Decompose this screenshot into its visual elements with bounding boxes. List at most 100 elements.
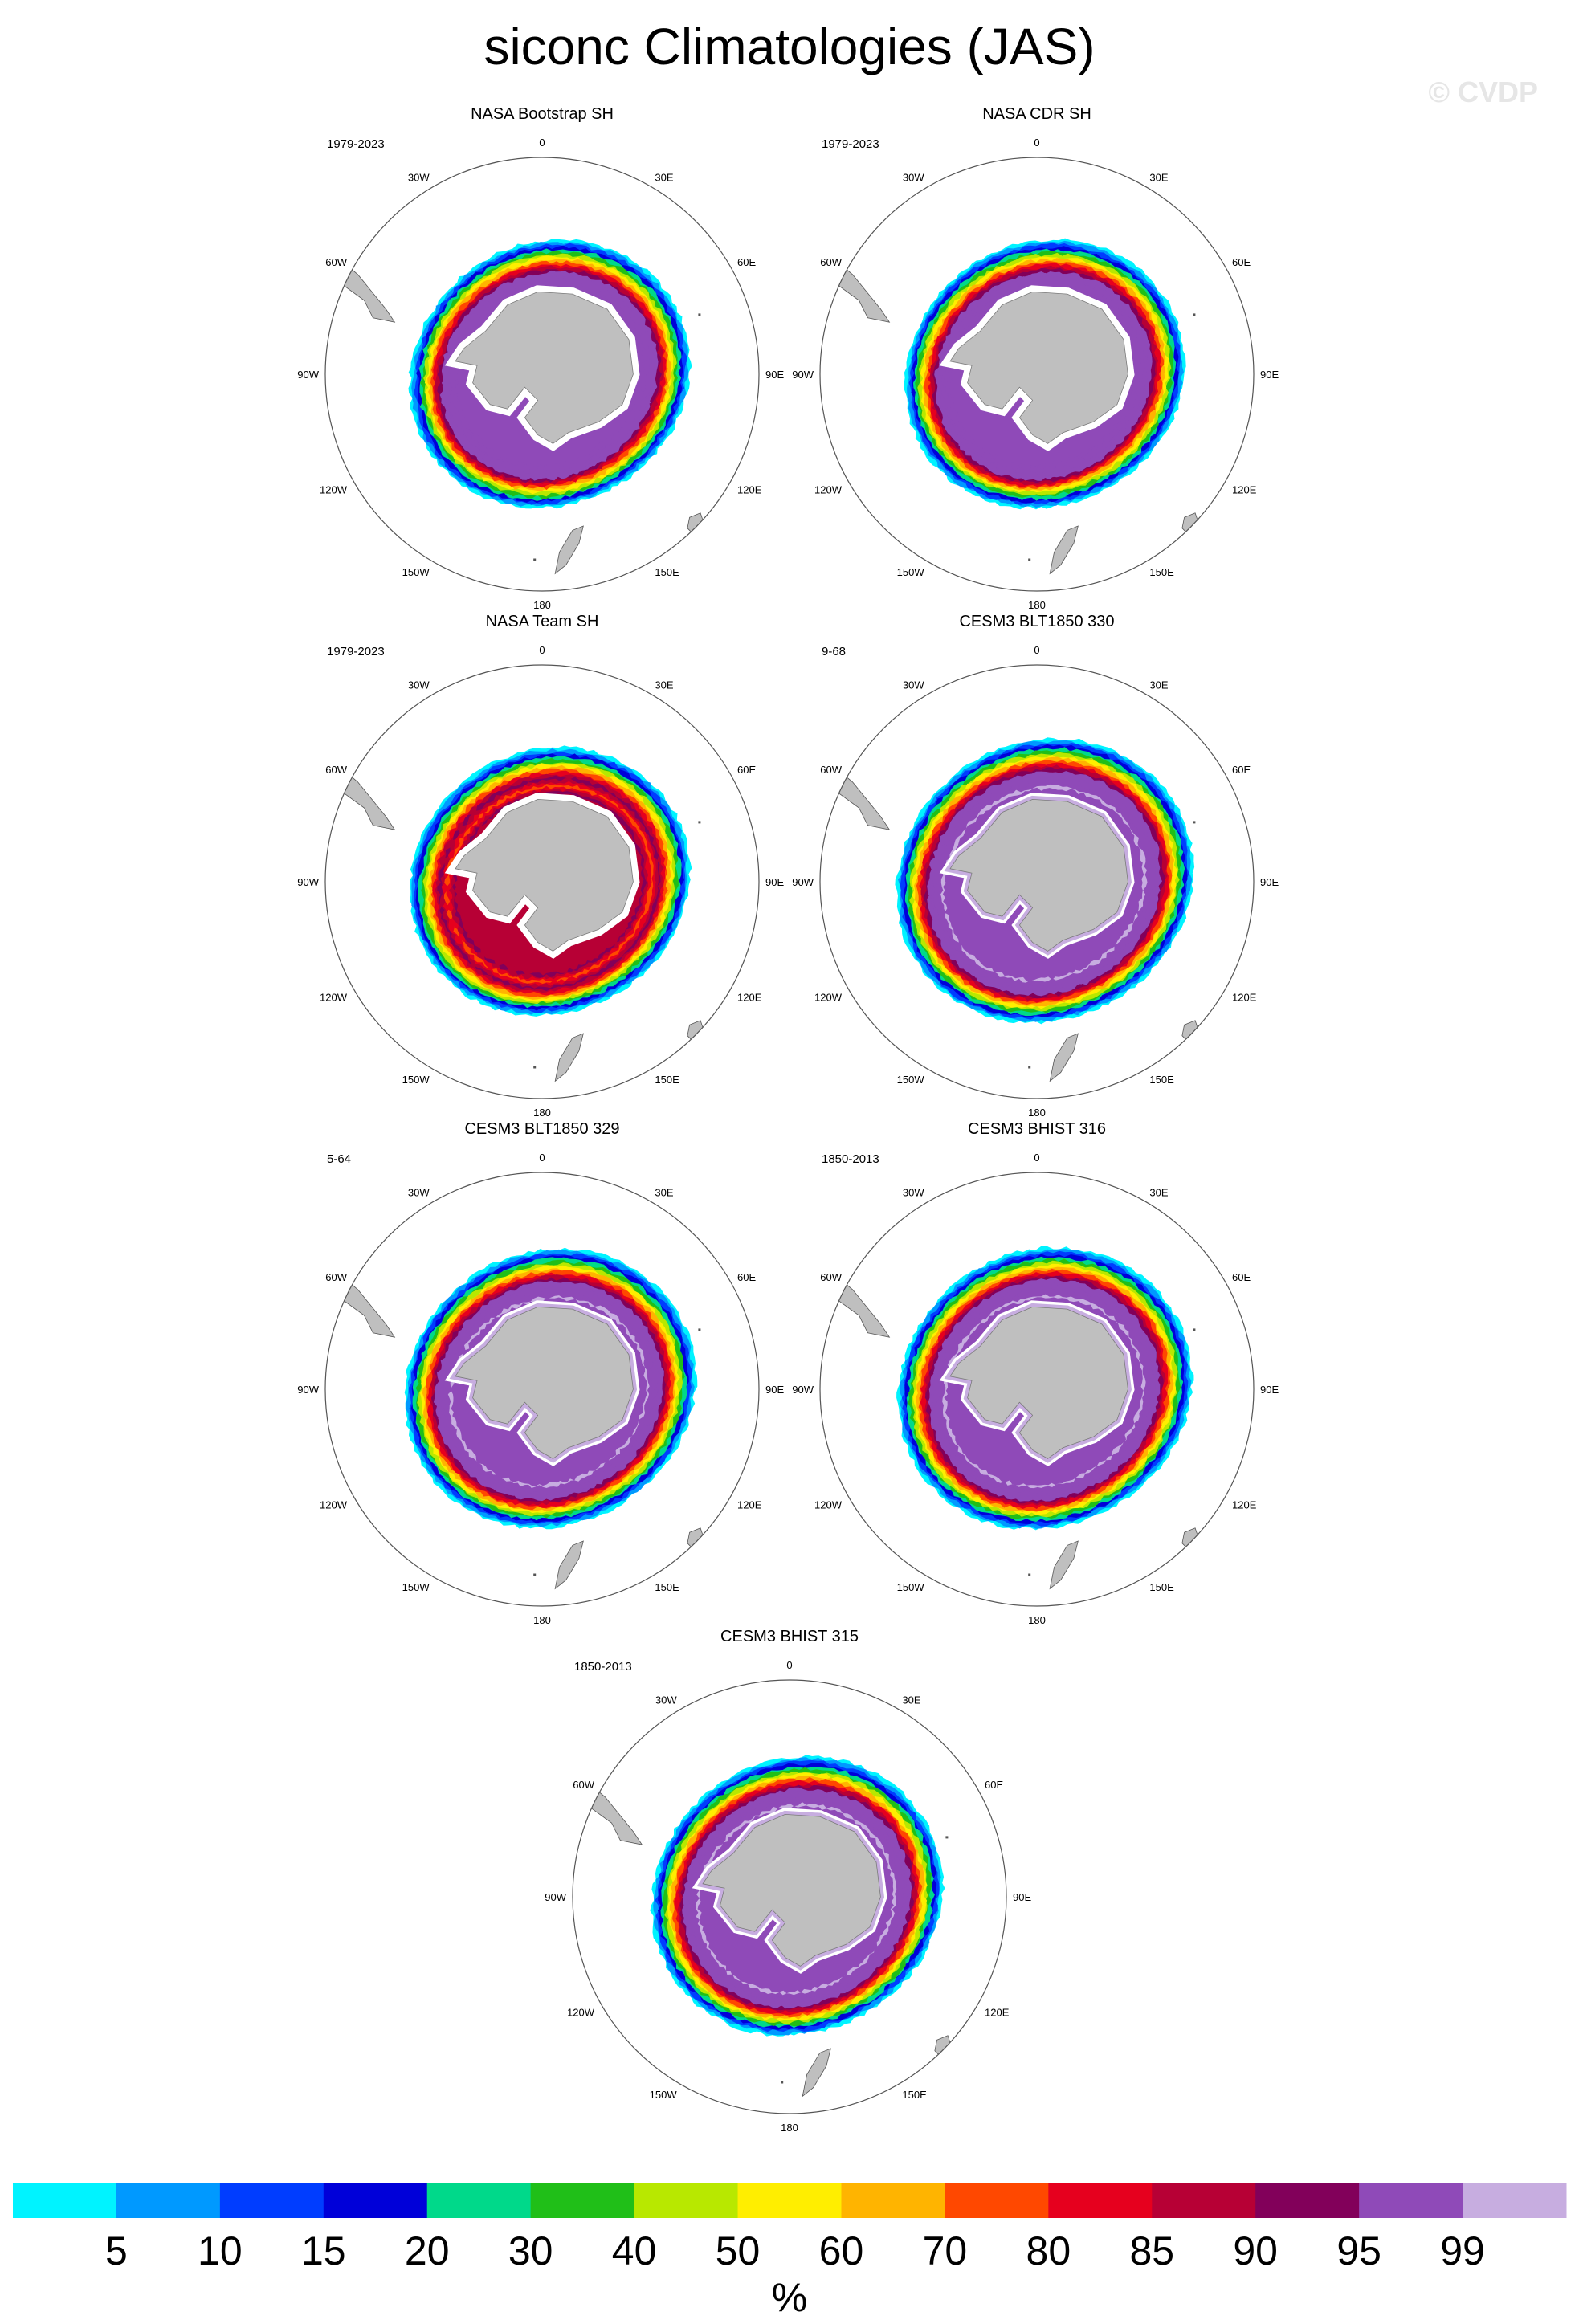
watermark: © CVDP — [1428, 75, 1538, 108]
longitude-label: 150E — [1149, 566, 1174, 578]
longitude-label: 60E — [737, 1271, 756, 1283]
map-boundary — [819, 157, 1255, 592]
longitude-label: 90E — [765, 369, 784, 381]
colorbar-tick-label: 30 — [508, 2228, 553, 2273]
longitude-label: 90E — [1260, 1384, 1279, 1396]
longitude-label: 150W — [650, 2089, 678, 2101]
longitude-label: 30E — [1149, 172, 1168, 184]
longitude-label: 120E — [1232, 1499, 1257, 1511]
longitude-label: 90W — [545, 1891, 566, 1903]
colorbar-swatch — [737, 2183, 842, 2218]
longitude-label: 120E — [985, 2007, 1010, 2019]
longitude-label: 120W — [320, 484, 348, 496]
colorbar-swatch — [116, 2183, 221, 2218]
map-boundary — [572, 1679, 1007, 2114]
longitude-label: 30E — [655, 172, 673, 184]
longitude-label: 120E — [737, 992, 762, 1004]
longitude-label: 150E — [1149, 1581, 1174, 1593]
colorbar-swatch — [841, 2183, 945, 2218]
panel-title: CESM3 BHIST 315 — [720, 1628, 859, 1645]
map-panel: CESM3 BLT1850 329 5-64 0 180 30E 60E 90E 120E 15… — [297, 1120, 784, 1626]
map-boundary — [324, 1172, 760, 1607]
colorbar-units: % — [772, 2275, 807, 2320]
colorbar-tick-label: 80 — [1026, 2228, 1071, 2273]
map-boundary — [324, 157, 760, 592]
island — [1193, 1328, 1196, 1331]
island — [945, 1836, 949, 1839]
longitude-label: 90W — [297, 1384, 319, 1396]
new-zealand-land — [1049, 1033, 1079, 1082]
panel-title: NASA CDR SH — [982, 105, 1091, 123]
panel-title: NASA Bootstrap SH — [471, 105, 614, 123]
antarctica-land — [455, 291, 634, 444]
map-panel: NASA Bootstrap SH 1979-2023 0 180 30E 60E 90E 1… — [297, 105, 784, 611]
longitude-label: 180 — [533, 1107, 551, 1119]
longitude-label: 150E — [1149, 1074, 1174, 1086]
panel-period: 9-68 — [822, 645, 846, 658]
longitude-label: 0 — [539, 644, 545, 656]
longitude-label: 150E — [655, 1581, 679, 1593]
longitude-label: 180 — [781, 2122, 798, 2134]
longitude-label: 60W — [820, 256, 842, 268]
longitude-label: 120E — [1232, 992, 1257, 1004]
longitude-label: 30W — [903, 679, 924, 691]
colorbar-tick-label: 90 — [1233, 2228, 1278, 2273]
map-panel: NASA CDR SH 1979-2023 0 180 30E 60E 90E 120E 150… — [792, 105, 1279, 611]
antarctica-land — [455, 798, 634, 952]
panel-period: 1979-2023 — [327, 137, 385, 151]
island — [698, 313, 701, 316]
longitude-label: 60E — [1232, 764, 1251, 776]
longitude-label: 0 — [1034, 644, 1039, 656]
island — [1028, 1066, 1031, 1069]
longitude-label: 90W — [297, 369, 319, 381]
panel-title: CESM3 BLT1850 329 — [464, 1120, 619, 1138]
longitude-label: 0 — [539, 137, 545, 149]
longitude-label: 90E — [1013, 1891, 1031, 1903]
longitude-label: 30W — [903, 1187, 924, 1199]
longitude-label: 0 — [1034, 1152, 1039, 1164]
island — [533, 1066, 537, 1069]
map-panel: CESM3 BHIST 316 1850-2013 0 180 30E 60E 90E 120… — [792, 1120, 1279, 1626]
longitude-label: 60E — [737, 764, 756, 776]
antarctica-land — [949, 291, 1128, 444]
longitude-label: 150W — [897, 566, 925, 578]
island — [698, 821, 701, 824]
longitude-label: 30E — [1149, 1187, 1168, 1199]
longitude-label: 150W — [897, 1581, 925, 1593]
antarctica-land — [455, 1306, 634, 1459]
longitude-label: 0 — [786, 1659, 792, 1671]
island — [533, 558, 537, 561]
longitude-label: 90W — [792, 876, 814, 888]
new-zealand-land — [1049, 1540, 1079, 1590]
colorbar-swatch — [13, 2183, 117, 2218]
new-zealand-land — [554, 525, 584, 575]
panel-period: 1850-2013 — [822, 1152, 879, 1166]
figure-title: siconc Climatologies (JAS) — [483, 18, 1095, 75]
island — [781, 2081, 784, 2084]
longitude-label: 60W — [325, 1271, 347, 1283]
longitude-label: 0 — [1034, 137, 1039, 149]
colorbar-tick-label: 85 — [1129, 2228, 1174, 2273]
colorbar-swatch — [530, 2183, 635, 2218]
longitude-label: 30W — [408, 1187, 430, 1199]
map-panel: CESM3 BLT1850 330 9-68 0 180 30E 60E 90E 120E 15… — [792, 613, 1279, 1119]
colorbar-swatch — [945, 2183, 1049, 2218]
longitude-label: 60W — [573, 1779, 594, 1791]
colorbar-tick-label: 99 — [1440, 2228, 1485, 2273]
map-boundary — [819, 1172, 1255, 1607]
island — [533, 1573, 537, 1576]
new-zealand-land — [1049, 525, 1079, 575]
colorbar-swatch — [219, 2183, 324, 2218]
panel-title: CESM3 BHIST 316 — [968, 1120, 1106, 1138]
longitude-label: 90W — [297, 876, 319, 888]
longitude-label: 120W — [567, 2007, 595, 2019]
colorbar-swatch — [1152, 2183, 1256, 2218]
longitude-label: 120E — [1232, 484, 1257, 496]
longitude-label: 30E — [655, 679, 673, 691]
longitude-label: 60E — [985, 1779, 1003, 1791]
longitude-label: 120W — [320, 1499, 348, 1511]
longitude-label: 60E — [737, 256, 756, 268]
new-zealand-land — [554, 1033, 584, 1082]
island — [1028, 1573, 1031, 1576]
longitude-label: 150W — [897, 1074, 925, 1086]
